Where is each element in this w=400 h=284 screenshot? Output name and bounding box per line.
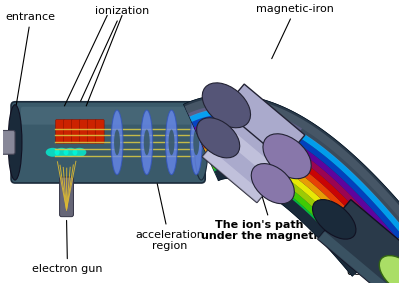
Polygon shape (184, 95, 400, 276)
Ellipse shape (114, 130, 120, 155)
Text: acceleration
region: acceleration region (135, 184, 204, 251)
Polygon shape (204, 143, 379, 257)
Polygon shape (185, 97, 400, 232)
Polygon shape (186, 99, 305, 187)
Text: entrance: entrance (6, 12, 56, 140)
Polygon shape (202, 119, 289, 202)
Polygon shape (214, 168, 360, 276)
Polygon shape (318, 231, 391, 284)
Polygon shape (214, 166, 361, 272)
FancyBboxPatch shape (87, 120, 96, 143)
Ellipse shape (111, 110, 123, 175)
Ellipse shape (202, 83, 250, 128)
FancyBboxPatch shape (11, 102, 205, 183)
Ellipse shape (190, 110, 202, 175)
Polygon shape (318, 200, 400, 284)
Text: ionization: ionization (80, 6, 149, 101)
Polygon shape (197, 126, 393, 246)
Text: detector: detector (346, 267, 396, 280)
Text: The ion's path bends
under the magnetic force: The ion's path bends under the magnetic … (201, 220, 360, 241)
Ellipse shape (312, 200, 356, 239)
Ellipse shape (251, 164, 294, 204)
Ellipse shape (55, 148, 68, 157)
Ellipse shape (193, 130, 199, 155)
Ellipse shape (46, 148, 60, 157)
FancyBboxPatch shape (0, 130, 15, 154)
Polygon shape (199, 131, 388, 250)
Polygon shape (202, 148, 264, 202)
Ellipse shape (144, 130, 150, 155)
Ellipse shape (197, 118, 240, 158)
Ellipse shape (379, 256, 400, 284)
Ellipse shape (72, 148, 86, 157)
Polygon shape (202, 137, 384, 254)
Text: electron gun: electron gun (32, 220, 103, 274)
Ellipse shape (168, 130, 174, 155)
FancyBboxPatch shape (95, 120, 104, 143)
Ellipse shape (64, 148, 78, 157)
Polygon shape (209, 155, 370, 265)
FancyBboxPatch shape (64, 120, 72, 143)
Polygon shape (190, 108, 400, 235)
Polygon shape (192, 114, 400, 239)
Ellipse shape (166, 110, 178, 175)
Polygon shape (208, 84, 305, 178)
Polygon shape (211, 160, 366, 268)
Ellipse shape (8, 105, 22, 180)
Ellipse shape (194, 105, 208, 180)
Polygon shape (208, 117, 277, 178)
FancyBboxPatch shape (72, 120, 80, 143)
FancyBboxPatch shape (60, 177, 74, 217)
Text: magnetic-iron: magnetic-iron (256, 4, 334, 59)
FancyBboxPatch shape (21, 107, 195, 125)
Ellipse shape (141, 110, 153, 175)
Polygon shape (206, 149, 375, 261)
Polygon shape (194, 120, 397, 243)
Ellipse shape (263, 134, 311, 179)
FancyBboxPatch shape (79, 120, 88, 143)
Polygon shape (184, 95, 400, 229)
FancyBboxPatch shape (56, 120, 64, 143)
